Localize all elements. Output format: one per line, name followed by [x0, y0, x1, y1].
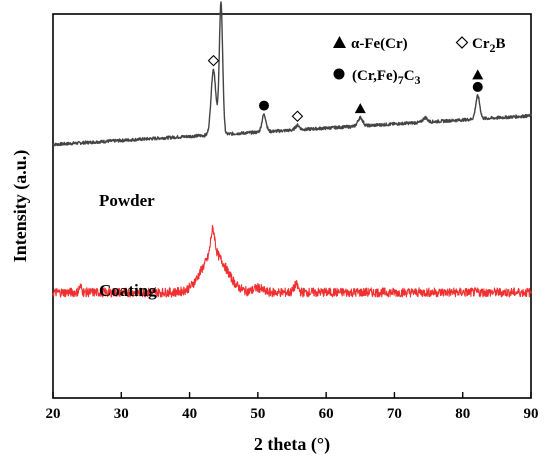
legend-diamond-icon [455, 36, 469, 49]
legend-circle-icon [333, 68, 345, 80]
x-tick-label: 30 [114, 406, 129, 422]
x-tick-label: 60 [319, 406, 334, 422]
x-axis-tick-labels: 20 30 40 50 60 70 80 90 [46, 406, 539, 422]
x-tick-label: 70 [387, 406, 402, 422]
legend-alpha-fe: α-Fe(Cr) [351, 36, 408, 52]
legend-crfe7c3: (Cr,Fe)7C3 [352, 68, 421, 87]
legend-triangle-icon [333, 36, 346, 48]
series-line-powder [52, 1, 532, 147]
series-line-coating [52, 225, 532, 298]
diamond-marker-icon [207, 54, 220, 67]
legend-cr2b: Cr2B [472, 36, 506, 55]
plot-frame [52, 13, 532, 399]
label-coating: Coating [99, 281, 157, 300]
x-tick-label: 20 [46, 406, 61, 422]
series-layer [52, 1, 532, 298]
y-axis-title: Intensity (a.u.) [10, 150, 31, 263]
triangle-marker-icon [472, 69, 484, 80]
x-tick-label: 90 [524, 406, 539, 422]
circle-marker-icon [472, 81, 483, 92]
x-tick-label: 50 [250, 406, 265, 422]
x-axis-ticks [52, 392, 532, 398]
diamond-marker-icon [291, 110, 304, 123]
x-axis-title: 2 theta (°) [254, 434, 330, 455]
legend: α-Fe(Cr) Cr2B (Cr,Fe)7C3 [333, 36, 506, 87]
circle-marker-icon [259, 100, 270, 111]
triangle-marker-icon [354, 103, 366, 114]
label-powder: Powder [99, 191, 155, 210]
x-tick-label: 80 [455, 406, 470, 422]
x-tick-label: 40 [182, 406, 197, 422]
peak-markers [207, 0, 484, 123]
